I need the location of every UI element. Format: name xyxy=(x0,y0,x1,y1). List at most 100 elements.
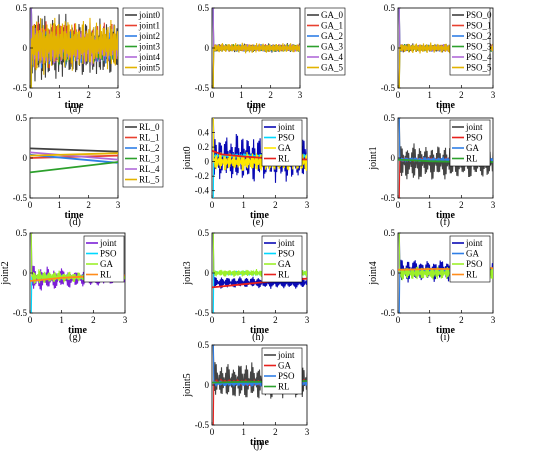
x-axis-label: time xyxy=(250,437,269,448)
x-tick-label: 1 xyxy=(241,200,246,210)
legend-label: PSO_3 xyxy=(466,42,492,52)
legend-label: joint0 xyxy=(138,10,161,20)
x-axis-label: time xyxy=(68,325,87,336)
panel-caption: (e) xyxy=(252,217,263,228)
x-axis-label: time xyxy=(65,210,84,221)
legend-label: GA_3 xyxy=(321,42,343,52)
legend-label: GA xyxy=(466,143,479,153)
x-tick-label: 1 xyxy=(59,315,64,325)
chart-panel-d: 0 1 2 30.50-0.5timeRL_0RL_1RL_2RL_3RL_4RL_5… xyxy=(13,113,164,228)
legend-label: RL_2 xyxy=(139,143,160,153)
panel-caption: (j) xyxy=(253,440,262,451)
x-tick-label: 1 xyxy=(241,315,246,325)
legend-label: joint5 xyxy=(138,63,161,73)
x-tick-label: 2 xyxy=(273,200,278,210)
legend-label: GA xyxy=(278,143,291,153)
y-tick-label: 0 xyxy=(205,268,210,278)
y-tick-label: -0.5 xyxy=(381,193,396,203)
legend-label: PSO_5 xyxy=(466,63,492,73)
y-tick-label: -0.5 xyxy=(381,83,396,93)
legend-label: GA xyxy=(100,259,113,269)
panel-caption: (c) xyxy=(439,104,450,115)
y-axis-label: joint2 xyxy=(0,261,11,285)
x-tick-label: 0 xyxy=(210,427,215,437)
series-line-RL_2 xyxy=(30,153,118,164)
y-tick-label: -0.5 xyxy=(13,308,28,318)
legend-label: RL_5 xyxy=(139,175,160,185)
x-tick-label: 2 xyxy=(273,315,278,325)
legend-label: RL xyxy=(466,270,478,280)
y-tick-label: -0.5 xyxy=(195,420,210,430)
legend-label: RL_1 xyxy=(139,133,160,143)
legend-label: RL xyxy=(278,382,290,392)
y-tick-label: 0.4 xyxy=(198,128,210,138)
x-tick-label: 0 xyxy=(28,315,33,325)
legend-label: PSO xyxy=(278,249,295,259)
series-group xyxy=(212,8,300,88)
panel-caption: (g) xyxy=(69,332,81,343)
y-tick-label: 0 xyxy=(391,268,396,278)
legend-label: RL xyxy=(100,270,112,280)
x-tick-label: 3 xyxy=(298,90,303,100)
legend-label: GA_4 xyxy=(321,52,343,62)
legend-label: RL_4 xyxy=(139,164,160,174)
legend-label: RL xyxy=(278,154,290,164)
y-tick-label: -0.2 xyxy=(195,171,209,181)
x-tick-label: 1 xyxy=(57,90,62,100)
x-axis-label: time xyxy=(250,210,269,221)
legend-label: PSO xyxy=(100,249,117,259)
y-tick-label: 0 xyxy=(23,268,28,278)
x-tick-label: 2 xyxy=(459,90,464,100)
y-tick-label: -0.5 xyxy=(13,83,28,93)
legend-label: joint4 xyxy=(138,52,161,62)
legend: RL_0RL_1RL_2RL_3RL_4RL_5 xyxy=(122,119,164,188)
legend-label: joint xyxy=(99,238,117,248)
panel-caption: (a) xyxy=(69,104,80,115)
x-axis-label: time xyxy=(436,210,455,221)
legend-label: PSO_1 xyxy=(466,21,492,31)
panel-caption: (i) xyxy=(440,332,449,343)
panel-caption: (f) xyxy=(440,217,450,228)
legend-label: PSO xyxy=(466,133,483,143)
x-tick-label: 3 xyxy=(305,200,310,210)
x-axis-label: time xyxy=(65,100,84,111)
legend-label: RL xyxy=(278,270,290,280)
legend-label: GA_2 xyxy=(321,31,343,41)
y-axis-label: joint3 xyxy=(182,261,193,285)
series-line-RL_5 xyxy=(30,152,118,157)
x-tick-label: 2 xyxy=(86,90,91,100)
legend-label: GA_1 xyxy=(321,21,343,31)
panel-caption: (b) xyxy=(249,104,261,115)
legend-label: PSO xyxy=(466,259,483,269)
legend-label: RL_0 xyxy=(139,122,160,132)
x-axis-label: time xyxy=(436,325,455,336)
legend-box xyxy=(449,7,491,76)
legend-box xyxy=(122,7,164,76)
legend-label: joint xyxy=(465,238,483,248)
y-tick-label: 0.5 xyxy=(384,113,396,123)
y-tick-label: 0 xyxy=(205,43,210,53)
x-tick-label: 0 xyxy=(210,200,215,210)
x-tick-label: 0 xyxy=(210,90,215,100)
legend-label: GA xyxy=(278,259,291,269)
x-tick-label: 1 xyxy=(427,200,432,210)
x-tick-label: 3 xyxy=(305,427,310,437)
series-group xyxy=(30,147,118,174)
panel-caption: (d) xyxy=(69,217,81,228)
legend-label: GA xyxy=(466,249,479,259)
y-tick-label: 0.2 xyxy=(198,142,209,152)
x-tick-label: 2 xyxy=(91,315,96,325)
chart-panel-a: 0 1 2 30.50-0.5timejoint0joint1joint2joint3… xyxy=(13,3,164,115)
